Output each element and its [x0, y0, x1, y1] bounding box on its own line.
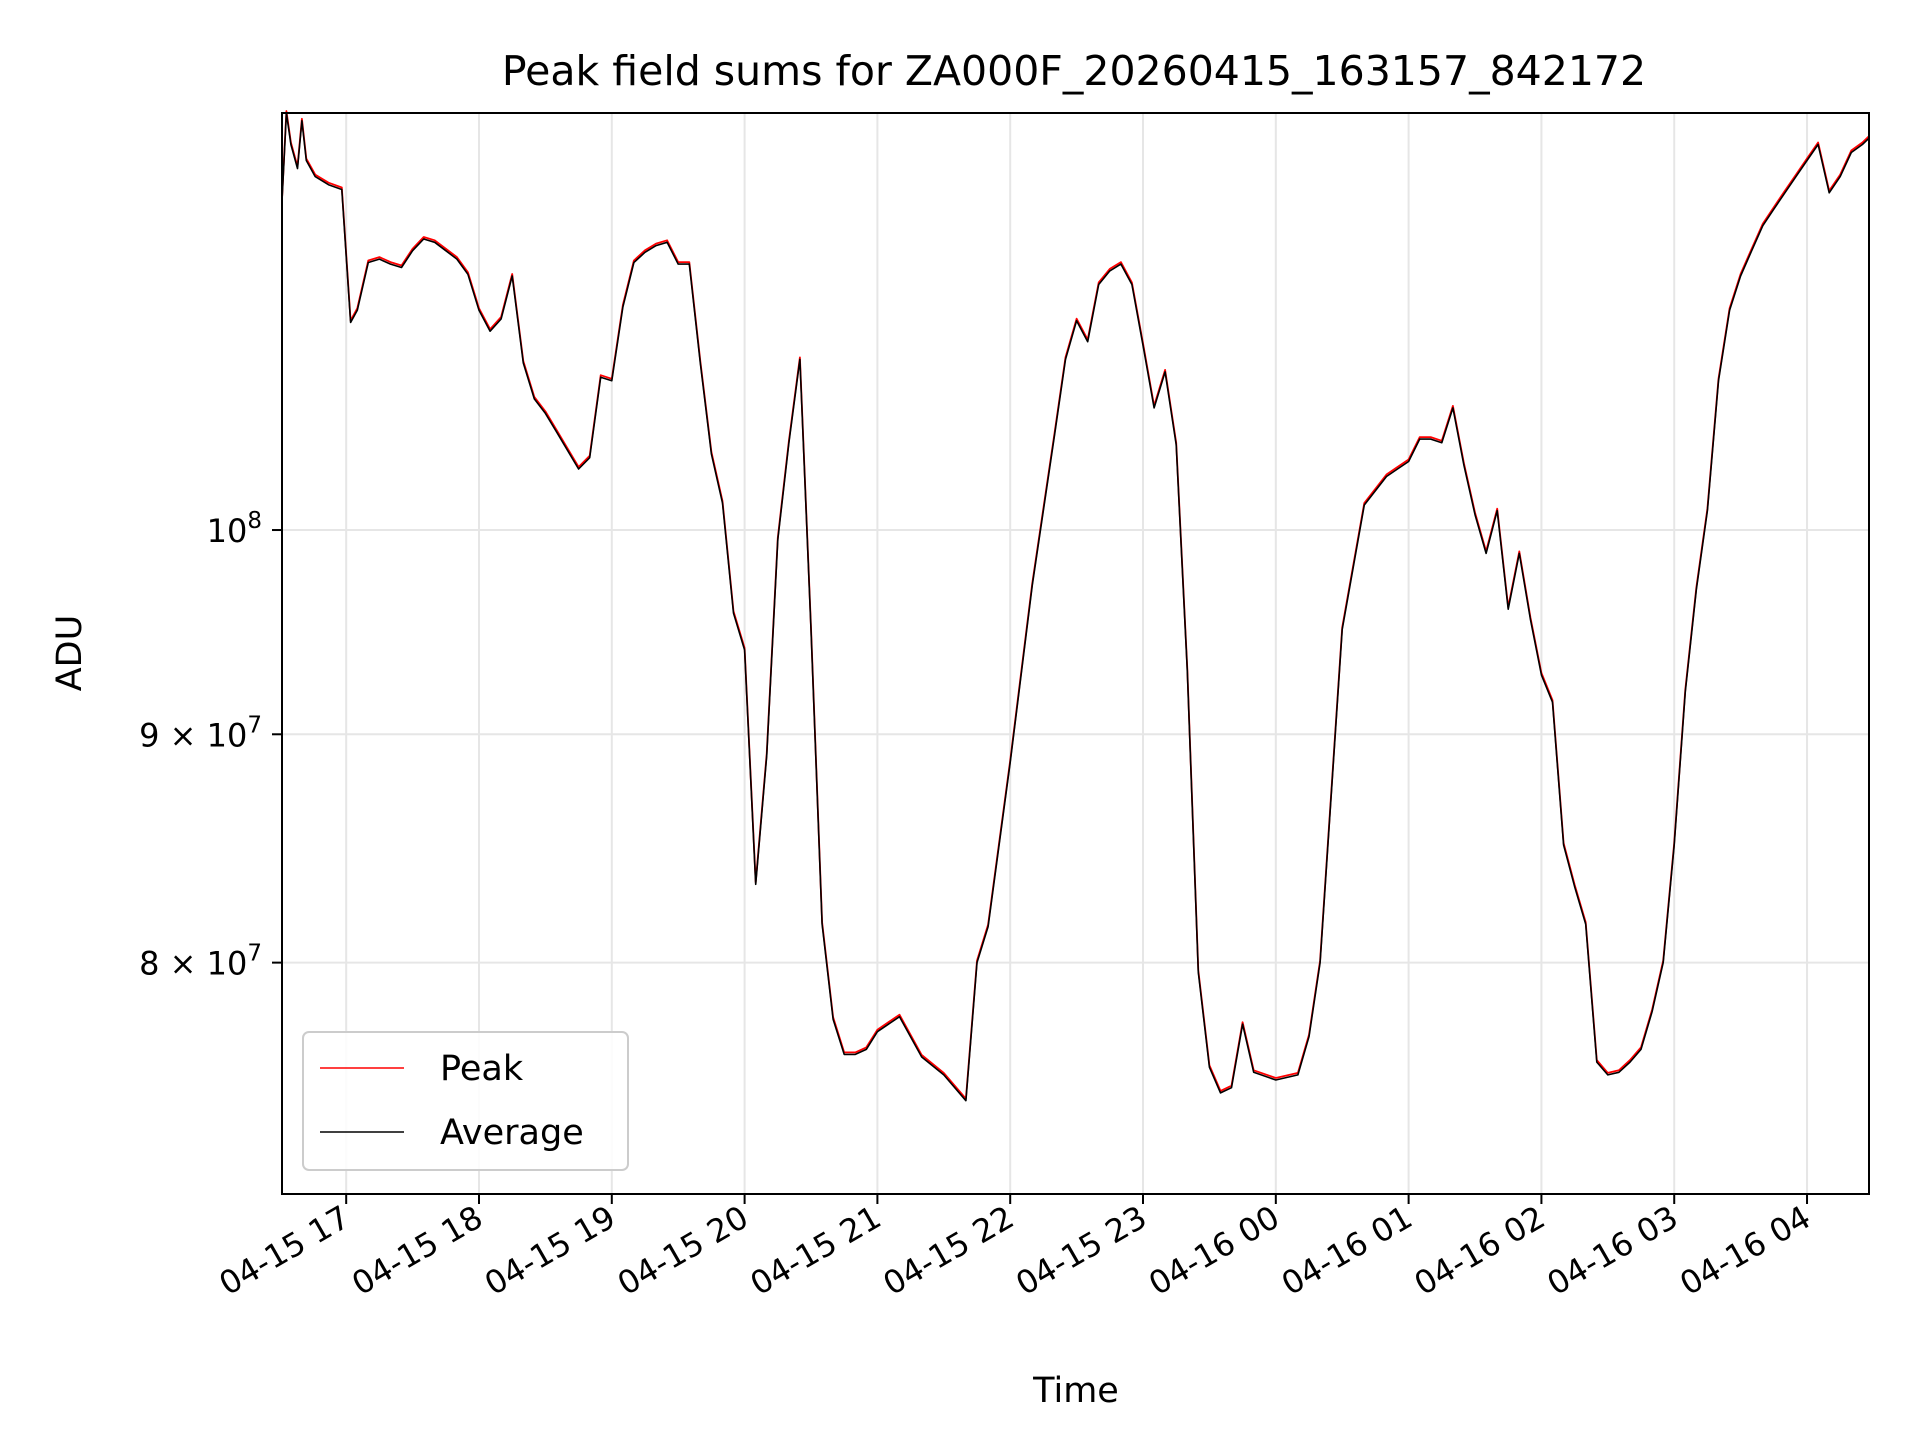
- y-ticks: 8 × 107 9 × 107 108: [139, 508, 282, 983]
- x-tick-label: 04-16 04: [1673, 1198, 1817, 1303]
- x-tick-label: 04-16 02: [1408, 1198, 1552, 1303]
- y-axis-label: ADU: [50, 615, 90, 692]
- x-tick-label: 04-16 01: [1275, 1198, 1419, 1303]
- x-tick-label: 04-15 18: [345, 1198, 489, 1303]
- plot-frame: [281, 112, 1870, 1195]
- x-tick-label: 04-15 21: [744, 1198, 888, 1303]
- x-tick-label: 04-16 03: [1541, 1198, 1685, 1303]
- x-tick-label: 04-16 00: [1142, 1198, 1286, 1303]
- x-tick-label: 04-15 22: [877, 1198, 1021, 1303]
- legend: Peak Average: [302, 1031, 629, 1171]
- legend-peak-label: Peak: [440, 1049, 524, 1089]
- y-tick-label: 9 × 107: [139, 712, 262, 754]
- x-axis-label: Time: [1032, 1371, 1119, 1411]
- legend-box: [302, 1031, 629, 1171]
- y-tick-label: 108: [207, 508, 262, 550]
- x-tick-label: 04-15 17: [213, 1198, 357, 1303]
- chart-title: Peak field sums for ZA000F_20260415_1631…: [502, 47, 1646, 95]
- y-tick-label: 8 × 107: [139, 941, 262, 983]
- series-line-average: [281, 112, 1870, 1102]
- grid: [282, 113, 1869, 1194]
- series-lines: [281, 110, 1870, 1102]
- x-tick-label: 04-15 19: [478, 1198, 622, 1303]
- x-tick-label: 04-15 23: [1009, 1198, 1153, 1303]
- series-line-peak: [281, 110, 1870, 1100]
- legend-average-label: Average: [440, 1113, 584, 1153]
- x-tick-label: 04-15 20: [611, 1198, 755, 1303]
